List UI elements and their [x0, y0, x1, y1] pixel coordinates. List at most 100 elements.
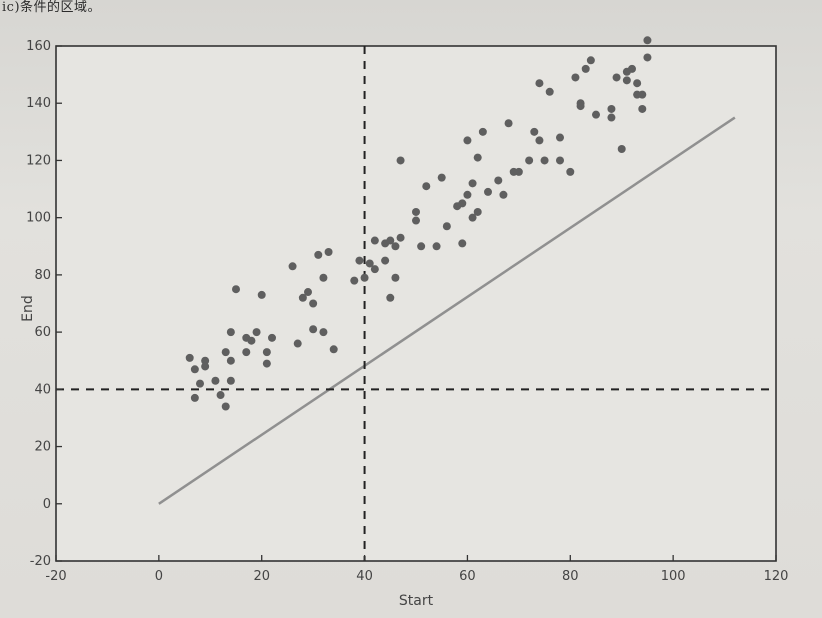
y-axis-title: End [20, 295, 36, 322]
data-point [319, 328, 328, 337]
data-point [617, 145, 626, 153]
data-point [643, 36, 652, 45]
y-tick-label: 0 [43, 497, 51, 512]
data-points [185, 36, 652, 411]
data-point [540, 156, 549, 165]
data-point [221, 402, 230, 411]
data-point [514, 167, 523, 176]
data-point [226, 376, 235, 385]
data-point [190, 393, 199, 402]
data-point [232, 285, 240, 294]
data-point [391, 273, 400, 282]
x-tick-label: -20 [45, 569, 66, 584]
x-tick-label: 100 [661, 569, 686, 584]
data-point [381, 256, 390, 265]
data-point [592, 110, 600, 119]
x-axis-title: Start [399, 593, 434, 609]
axes: -20 0 20 40 60 80 100 120 -20 0 20 40 60 80 100 120 140 1… [26, 39, 788, 584]
y-tick-label: 40 [34, 382, 51, 397]
data-point [607, 113, 616, 122]
data-point [412, 207, 420, 216]
data-point [571, 73, 580, 82]
x-tick-label: 80 [562, 569, 579, 584]
data-point [643, 53, 652, 62]
y-tick-label: 120 [26, 153, 51, 168]
data-point [196, 379, 204, 388]
data-point [190, 365, 199, 374]
data-point [556, 156, 564, 165]
x-tick-label: 40 [356, 569, 373, 584]
data-point [262, 359, 271, 368]
data-point [309, 325, 318, 334]
data-point [211, 376, 220, 385]
y-tick-label: 160 [26, 39, 51, 54]
data-point [463, 190, 472, 199]
reference-line-layer [158, 116, 736, 505]
data-point [329, 345, 338, 354]
data-point [242, 348, 251, 357]
data-point [396, 233, 405, 242]
data-point [494, 176, 503, 185]
data-point [612, 73, 621, 82]
data-point [262, 348, 271, 357]
data-point [422, 182, 431, 191]
data-point [581, 64, 590, 73]
data-point [478, 127, 487, 136]
data-point [257, 290, 266, 299]
y-tick-label: 20 [34, 440, 51, 455]
data-point [293, 339, 302, 348]
data-point [458, 199, 467, 208]
data-point [607, 104, 616, 113]
data-point [622, 76, 631, 85]
x-tick-label: 120 [764, 569, 789, 584]
data-point [304, 288, 312, 297]
data-point [185, 353, 194, 362]
data-point [365, 259, 374, 268]
y-tick-label: 60 [34, 325, 51, 340]
data-point [458, 239, 467, 248]
data-point [530, 127, 539, 136]
data-point [268, 333, 276, 342]
data-point [633, 79, 642, 88]
data-point [221, 348, 230, 357]
data-point [226, 356, 235, 365]
data-point [386, 293, 395, 302]
data-point [437, 173, 446, 182]
data-point [566, 167, 575, 176]
data-point [442, 222, 451, 231]
data-point [201, 356, 210, 365]
data-point [350, 276, 359, 285]
data-point [216, 391, 225, 400]
data-point [468, 213, 477, 222]
header-text-snippet: ic)条件的区域。 [2, 0, 102, 15]
data-point [499, 190, 508, 199]
data-point [473, 153, 482, 162]
data-point [324, 248, 333, 256]
data-point [370, 265, 379, 274]
reference-line [158, 116, 736, 505]
data-point [556, 133, 564, 142]
data-point [226, 328, 235, 337]
data-point [535, 136, 544, 145]
y-tick-label: 80 [34, 268, 51, 283]
data-point [309, 299, 318, 308]
y-tick-label: 100 [26, 211, 51, 226]
data-point [484, 187, 492, 196]
data-point [504, 119, 513, 128]
data-point [576, 102, 585, 111]
data-point [628, 64, 636, 73]
data-point [355, 256, 364, 265]
data-point [288, 262, 297, 271]
data-point [473, 207, 482, 216]
data-point [463, 136, 472, 145]
data-point [535, 79, 544, 88]
data-point [468, 179, 477, 188]
data-point [201, 362, 210, 371]
plot-background [56, 46, 776, 561]
data-point [396, 156, 405, 165]
x-tick-label: 0 [155, 569, 163, 584]
data-point [386, 236, 395, 245]
y-tick-label: -20 [30, 554, 51, 569]
